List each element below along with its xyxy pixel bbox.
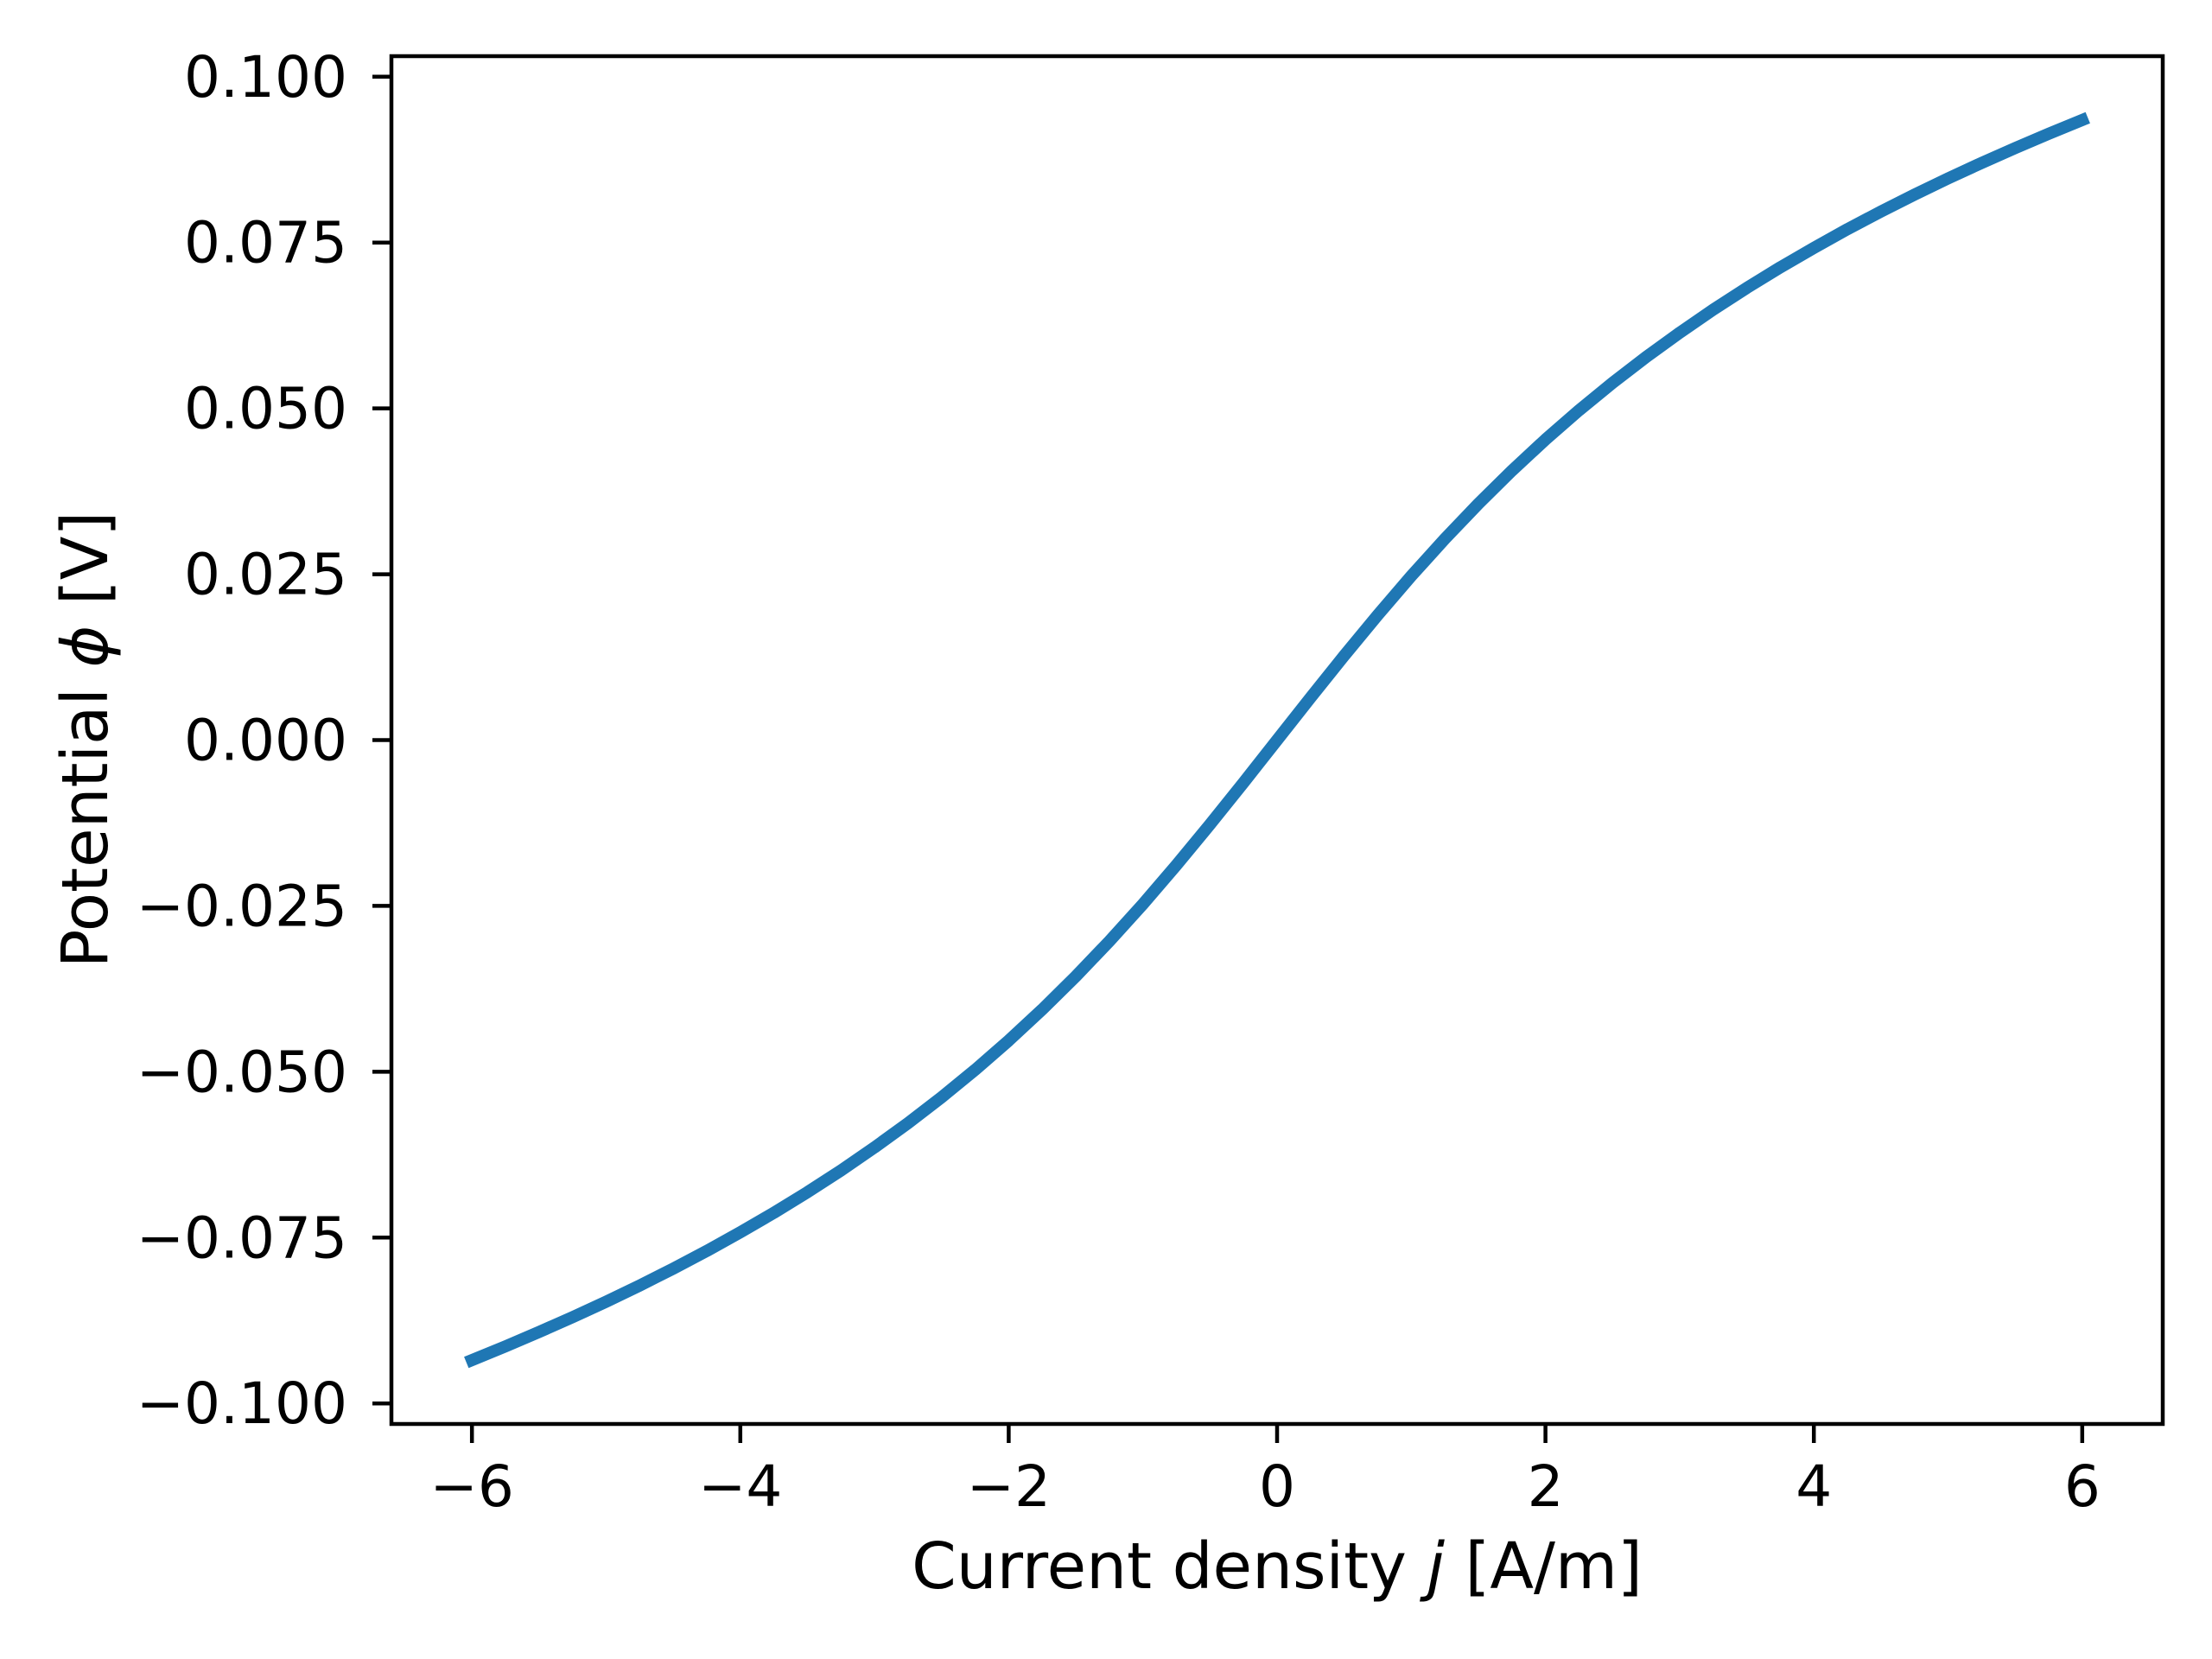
y-tick-label: 0.050 (184, 376, 347, 442)
x-tick-label: 2 (1528, 1453, 1564, 1520)
y-axis-label: Potential ϕ [V] (48, 512, 123, 968)
y-tick-label: −0.100 (137, 1370, 347, 1437)
x-tick-label: 4 (1796, 1453, 1832, 1520)
y-axis-ticks (372, 74, 390, 1406)
y-tick-label: −0.075 (137, 1205, 347, 1271)
y-tick-label: −0.025 (137, 873, 347, 939)
x-axis-tick-labels: −6 −4 −2 0 2 4 6 (430, 1453, 2101, 1520)
y-axis-label-units: [V] (48, 512, 123, 626)
x-axis-label: Current density j [A/m] (912, 1529, 1643, 1604)
x-axis-ticks (469, 1426, 2085, 1443)
x-tick-label: 0 (1259, 1453, 1295, 1520)
x-axis-label-units: [A/m] (1445, 1529, 1643, 1604)
x-axis-label-text: Current density (912, 1529, 1427, 1604)
y-tick-label: −0.050 (137, 1039, 347, 1105)
y-tick-label: 0.075 (184, 210, 347, 276)
series-line (464, 111, 2090, 1369)
y-tick-label: 0.000 (184, 708, 347, 774)
y-axis-tick-labels: 0.100 0.075 0.050 0.025 0.000 −0.025 −0.050 −0.… (137, 44, 347, 1437)
x-tick-label: 6 (2064, 1453, 2101, 1520)
y-tick-label: 0.025 (184, 542, 347, 608)
y-tick-label: 0.100 (184, 44, 347, 111)
x-tick-label: −6 (430, 1453, 514, 1520)
x-tick-label: −2 (967, 1453, 1051, 1520)
plot-area-frame (389, 54, 2165, 1427)
y-axis-label-text: Potential (48, 668, 123, 969)
y-axis-label-symbol: ϕ (48, 626, 123, 668)
x-tick-label: −4 (698, 1453, 782, 1520)
